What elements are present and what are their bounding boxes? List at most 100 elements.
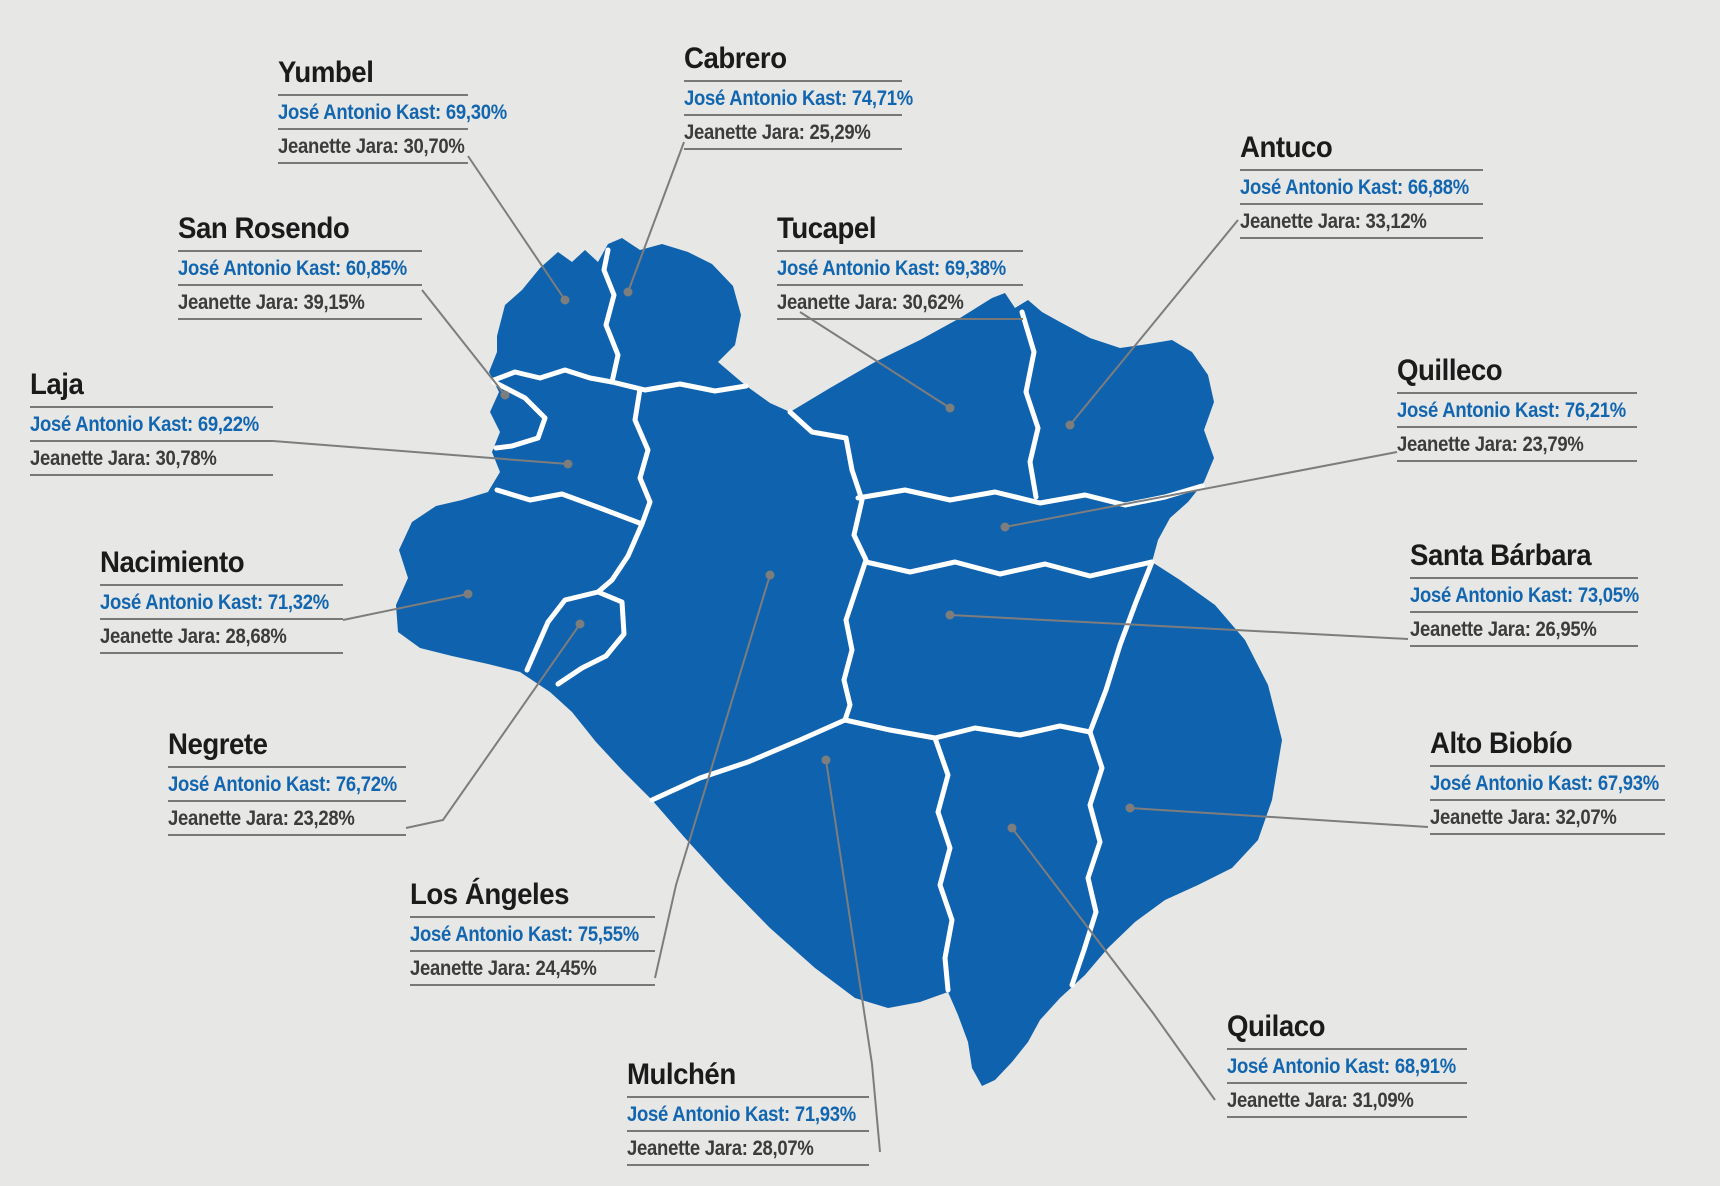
divider [1227, 1082, 1467, 1084]
jara-result: Jeanette Jara: 32,07% [1430, 806, 1617, 829]
leader-quilleco [1004, 451, 1398, 528]
comuna-label-cabrero: Cabrero José Antonio Kast: 74,71% Jeanet… [684, 42, 913, 154]
comuna-label-santa-barbara: Santa Bárbara José Antonio Kast: 73,05% … [1410, 539, 1639, 651]
divider [168, 834, 406, 836]
comuna-label-alto-biobio: Alto Biobío José Antonio Kast: 67,93% Je… [1430, 729, 1665, 839]
leader-yumbel [467, 155, 566, 301]
comuna-label-quilaco: Quilaco José Antonio Kast: 68,91% Jeanet… [1227, 1012, 1467, 1122]
jara-result: Jeanette Jara: 23,28% [168, 807, 355, 830]
divider [1410, 645, 1638, 647]
dot-mulchen [821, 755, 831, 765]
divider [684, 114, 902, 116]
jara-result: Jeanette Jara: 24,45% [410, 957, 597, 980]
border-mulchen-north [649, 717, 848, 803]
divider [1240, 203, 1483, 205]
divider [1227, 1116, 1467, 1118]
dot-los-angeles [765, 570, 775, 580]
comuna-label-mulchen: Mulchén José Antonio Kast: 71,93% Jeanet… [627, 1060, 869, 1170]
comuna-label-quilleco: Quilleco José Antonio Kast: 76,21% Jeane… [1397, 356, 1637, 466]
kast-result: José Antonio Kast: 60,85% [178, 257, 407, 280]
comuna-name: Laja [30, 368, 84, 401]
divider [1240, 169, 1483, 171]
leader-san-rosendo [421, 289, 506, 396]
jara-result: Jeanette Jara: 30,78% [30, 447, 217, 470]
divider [777, 318, 1023, 320]
border-tucapel-antuco [1019, 309, 1041, 500]
divider [30, 440, 273, 442]
comuna-label-san-rosendo: San Rosendo José Antonio Kast: 60,85% Je… [178, 214, 422, 324]
kast-result: José Antonio Kast: 76,72% [168, 773, 397, 796]
dot-tucapel [945, 403, 955, 413]
leader-cabrero [627, 141, 685, 293]
comuna-name: Quilaco [1227, 1010, 1326, 1043]
divider [178, 250, 422, 252]
divider [627, 1164, 869, 1166]
border-yumbel-south [491, 367, 615, 385]
divider [178, 318, 422, 320]
comuna-name: Alto Biobío [1430, 727, 1573, 760]
comuna-name: Tucapel [777, 212, 877, 245]
divider [30, 474, 273, 476]
border-santa-barbara-south [842, 717, 1093, 741]
divider [100, 584, 343, 586]
comuna-name: Cabrero [684, 42, 787, 75]
leader-santa-barbara [949, 614, 1409, 640]
comuna-name: Quilleco [1397, 354, 1503, 387]
divider [410, 950, 655, 952]
divider [1397, 460, 1637, 462]
dot-quilaco [1007, 823, 1017, 833]
map-landmass [396, 238, 1282, 1086]
divider [278, 128, 468, 130]
comuna-label-yumbel: Yumbel José Antonio Kast: 69,30% Jeanett… [278, 56, 507, 168]
leader-negrete [405, 623, 581, 829]
divider [278, 94, 468, 96]
divider [777, 250, 1023, 252]
dot-san-rosendo [500, 390, 510, 400]
jara-result: Jeanette Jara: 28,07% [627, 1137, 814, 1160]
border-quilaco-alto-biobio [1069, 729, 1105, 988]
divider [684, 80, 902, 82]
jara-result: Jeanette Jara: 25,29% [684, 121, 871, 144]
comuna-name: Yumbel [278, 56, 374, 89]
leader-mulchen [825, 759, 881, 1153]
comuna-name: San Rosendo [178, 212, 350, 245]
comuna-label-negrete: Negrete José Antonio Kast: 76,72% Jeanet… [168, 730, 406, 840]
divider [1397, 392, 1637, 394]
leader-laja [272, 440, 569, 465]
border-laja-south [494, 487, 645, 527]
border-quilleco-south [863, 559, 1155, 579]
border-san-rosendo [491, 379, 548, 451]
divider [1410, 611, 1638, 613]
leader-nacimiento [342, 593, 469, 621]
divider [168, 800, 406, 802]
divider [178, 284, 422, 286]
jara-result: Jeanette Jara: 26,95% [1410, 618, 1597, 641]
jara-result: Jeanette Jara: 28,68% [100, 625, 287, 648]
comuna-label-los-angeles: Los Ángeles José Antonio Kast: 75,55% Je… [410, 880, 655, 990]
divider [1410, 577, 1638, 579]
border-nacimiento-east [595, 521, 645, 595]
divider [777, 284, 1023, 286]
kast-result: José Antonio Kast: 75,55% [410, 923, 639, 946]
jara-result: Jeanette Jara: 39,15% [178, 291, 365, 314]
dot-quilleco [1000, 522, 1010, 532]
leader-quilaco [1011, 827, 1216, 1101]
leader-lines [272, 141, 1429, 1153]
leader-los-angeles [654, 574, 771, 979]
divider [278, 162, 468, 164]
dot-nacimiento [463, 589, 473, 599]
leader-antuco [1069, 219, 1239, 426]
comuna-name: Santa Bárbara [1410, 539, 1592, 572]
kast-result: José Antonio Kast: 69,30% [278, 101, 507, 124]
divider [100, 652, 343, 654]
dot-yumbel [560, 295, 570, 305]
comuna-label-laja: Laja José Antonio Kast: 69,22% Jeanette … [30, 370, 273, 480]
divider [100, 618, 343, 620]
jara-result: Jeanette Jara: 30,62% [777, 291, 964, 314]
border-laja-east [632, 386, 653, 527]
kast-result: José Antonio Kast: 69,22% [30, 413, 259, 436]
divider [1430, 833, 1665, 835]
divider [627, 1096, 869, 1098]
